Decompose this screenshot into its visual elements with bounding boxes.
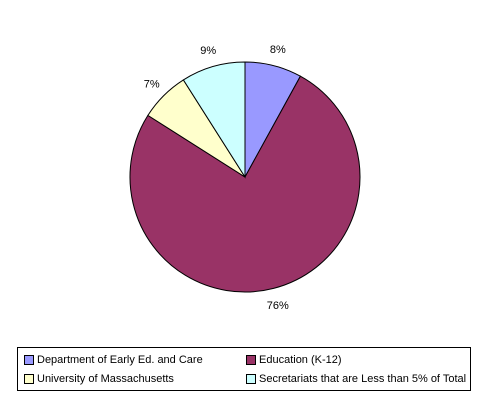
legend-swatch [24,355,34,365]
legend-item-early-ed: Department of Early Ed. and Care [24,353,203,367]
legend-label: Department of Early Ed. and Care [37,354,203,366]
pie-labels: 8% 76% 7% 9% [144,44,289,312]
pie-slice-percent-label: 8% [270,44,286,56]
legend-swatch [246,355,256,365]
legend-item-umass: University of Massachusetts [24,372,174,386]
legend-label: University of Massachusetts [37,373,174,385]
legend-swatch [246,374,256,384]
legend-swatch [24,374,34,384]
pie-slice-percent-label: 76% [267,300,289,312]
pie-chart: 8% 76% 7% 9% [129,44,361,312]
pie-slice-percent-label: 9% [200,45,216,57]
legend-label: Secretariats that are Less than 5% of To… [259,373,467,385]
legend-item-other-secretariats: Secretariats that are Less than 5% of To… [246,372,466,386]
chart-legend: Department of Early Ed. and Care Educati… [17,347,471,391]
pie-slices [129,61,361,293]
pie-slice-other-secretariats [182,61,246,179]
legend-item-education-k12: Education (K-12) [246,353,342,367]
pie-slice-education-k12 [129,75,361,293]
legend-label: Education (K-12) [259,354,342,366]
pie-slice-percent-label: 7% [144,79,160,91]
